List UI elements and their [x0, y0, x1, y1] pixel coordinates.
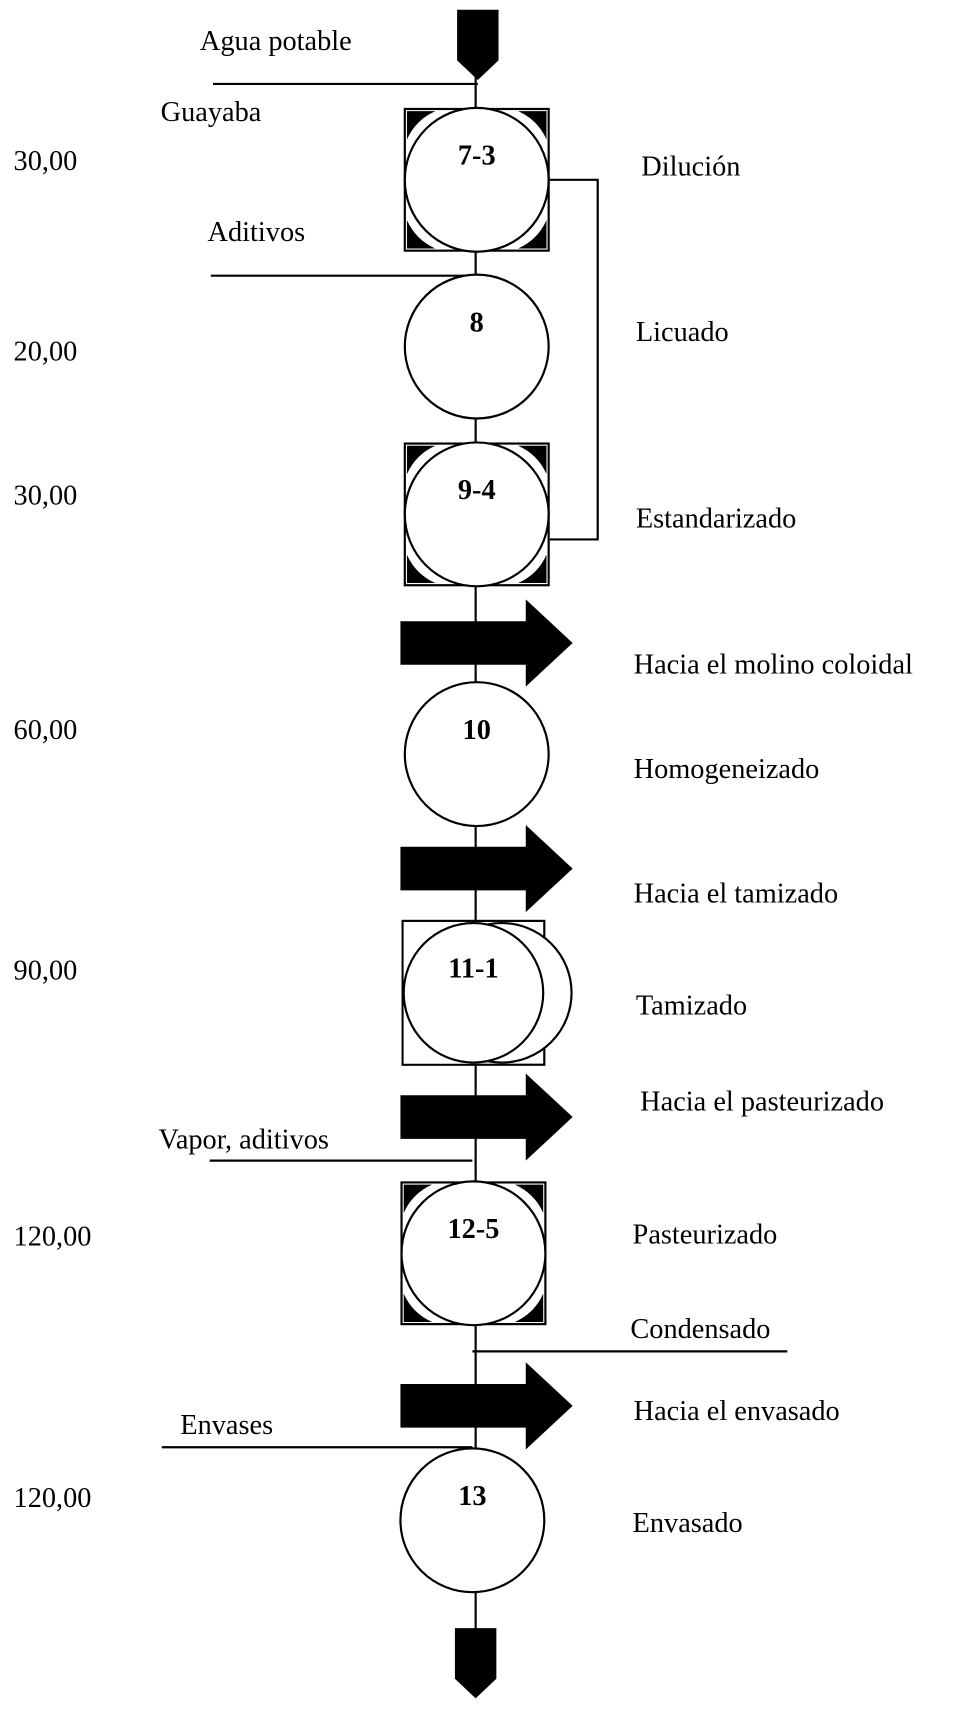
corner-mark	[403, 1293, 433, 1322]
terminal-arrow	[454, 1628, 497, 1699]
node-operation: Homogeneizado	[634, 754, 820, 785]
node-operation: Licuado	[636, 317, 729, 348]
corner-mark	[403, 1184, 433, 1213]
transport-arrow	[400, 824, 573, 913]
node-circle	[403, 106, 550, 253]
node-id: 9-4	[458, 475, 496, 506]
corner-mark	[518, 111, 547, 140]
node-time: 60,00	[14, 715, 78, 746]
corner-mark	[514, 1184, 544, 1213]
corner-mark	[406, 445, 436, 475]
transport-arrow	[400, 599, 573, 687]
node-operation: Dilución	[641, 151, 740, 182]
node-time: 120,00	[14, 1222, 92, 1253]
node-id: 7-3	[458, 141, 496, 172]
node-operation: Envasado	[633, 1508, 743, 1539]
node-circle	[402, 921, 545, 1064]
transport-label: Hacia el pasteurizado	[640, 1086, 884, 1117]
transport-label: Hacia el molino coloidal	[634, 649, 913, 680]
transport-arrow	[400, 1362, 573, 1450]
node-circle	[403, 681, 550, 828]
node-operation: Tamizado	[636, 991, 747, 1022]
node-circle	[403, 441, 550, 588]
recycle-line	[549, 178, 599, 541]
stream-label: Envases	[180, 1410, 273, 1441]
corner-mark	[406, 220, 436, 249]
node-id: 10	[463, 715, 491, 746]
corner-mark	[406, 111, 436, 140]
node-time: 90,00	[14, 956, 78, 987]
stream-label: Condensado	[630, 1314, 770, 1345]
transport-label: Hacia el tamizado	[634, 878, 838, 909]
stream-label: Vapor, aditivos	[159, 1125, 329, 1156]
node-id: 13	[458, 1481, 486, 1512]
stream-label: Guayaba	[161, 97, 262, 128]
node-time: 120,00	[14, 1483, 92, 1514]
corner-mark	[518, 554, 547, 584]
stream-label: Agua potable	[200, 26, 352, 57]
corner-mark	[406, 554, 436, 584]
corner-mark	[518, 220, 547, 249]
node-id: 11-1	[448, 954, 498, 985]
node-id: 12-5	[447, 1214, 499, 1245]
corner-mark	[514, 1293, 544, 1322]
node-time: 30,00	[14, 481, 78, 512]
node-time: 30,00	[14, 146, 78, 177]
node-circle	[399, 1447, 546, 1594]
node-id: 8	[470, 307, 484, 338]
node-time: 20,00	[14, 337, 78, 368]
transport-label: Hacia el envasado	[634, 1396, 840, 1427]
terminal-arrow	[457, 9, 499, 80]
stream-label: Aditivos	[208, 217, 306, 248]
node-operation: Pasteurizado	[633, 1219, 778, 1250]
transport-arrow	[400, 1073, 573, 1161]
node-circle	[403, 273, 550, 420]
corner-mark	[518, 445, 547, 475]
node-operation: Estandarizado	[636, 503, 796, 534]
node-circle	[400, 1180, 547, 1327]
